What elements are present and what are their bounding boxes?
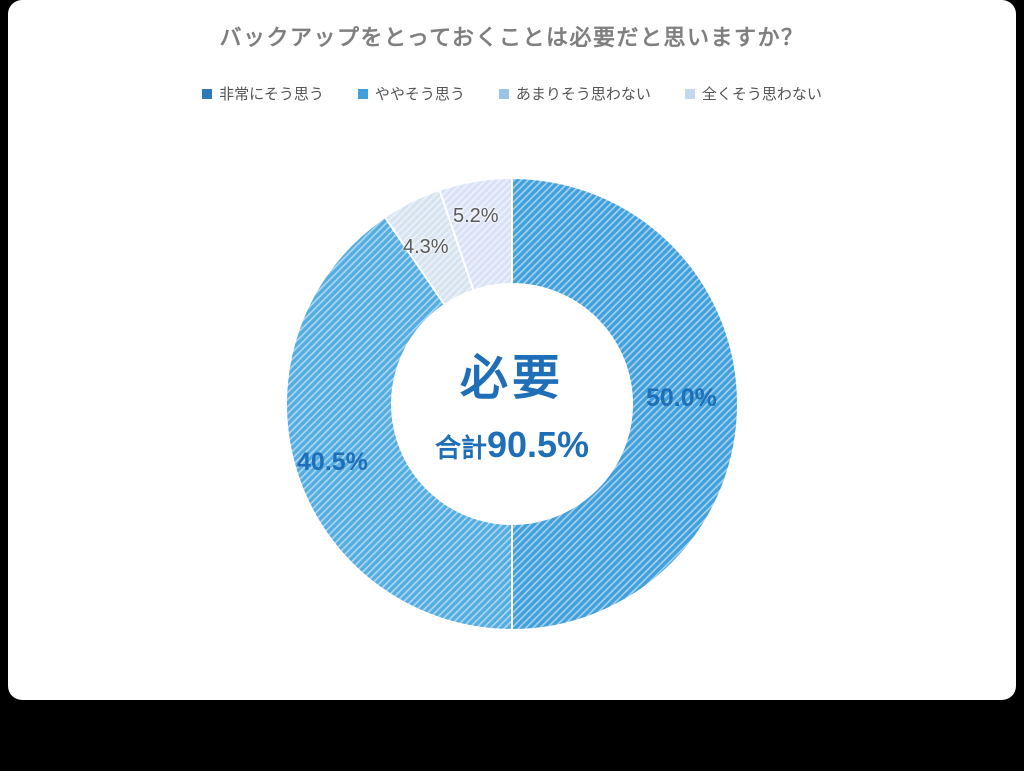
pie-slice-3 bbox=[438, 176, 513, 292]
legend-marker bbox=[684, 88, 695, 99]
center-main-label: 必要 bbox=[459, 352, 564, 405]
slice-label-0: 50.0% bbox=[646, 384, 717, 412]
legend-marker bbox=[498, 88, 509, 99]
slice-label-1: 40.5% bbox=[297, 448, 368, 476]
legend-label: あまりそう思わない bbox=[515, 86, 651, 103]
legend-label: 全くそう思わない bbox=[701, 86, 822, 103]
legend-item: ややそう思う bbox=[357, 83, 465, 104]
center-sub-value: 90.5% bbox=[486, 424, 590, 465]
pie-slice-1 bbox=[285, 215, 513, 632]
chart-legend: 非常にそう思う ややそう思う あまりそう思わない 全くそう思わない bbox=[0, 83, 1024, 104]
legend-marker bbox=[357, 88, 368, 99]
legend-label: ややそう思う bbox=[374, 86, 465, 103]
legend-item: あまりそう思わない bbox=[498, 83, 651, 104]
slice-label-3: 5.2% bbox=[453, 205, 499, 227]
slice-label-2: 4.3% bbox=[403, 236, 449, 258]
donut-center-text: 必要 合計90.5% bbox=[435, 338, 589, 466]
chart-title: バックアップをとっておくことは必要だと思いますか？ bbox=[219, 25, 805, 50]
legend-label: 非常にそう思う bbox=[219, 86, 324, 103]
legend-item: 全くそう思わない bbox=[684, 83, 822, 104]
center-sub-label: 合計90.5% bbox=[435, 424, 589, 466]
pie-slice-0 bbox=[511, 176, 739, 632]
center-sub-prefix: 合計 bbox=[434, 433, 487, 463]
legend-item: 非常にそう思う bbox=[202, 83, 324, 104]
legend-marker bbox=[202, 88, 213, 99]
